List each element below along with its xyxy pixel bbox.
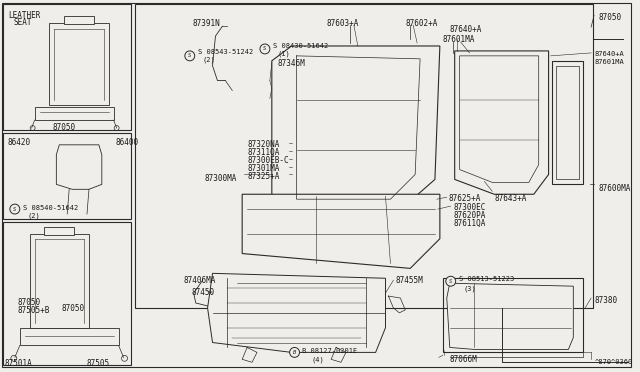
Text: 87601MA: 87601MA bbox=[594, 59, 624, 65]
Text: 87066M: 87066M bbox=[450, 355, 477, 364]
Text: 87455M: 87455M bbox=[396, 276, 423, 285]
Text: 87501A: 87501A bbox=[5, 359, 33, 368]
Text: 87600MA: 87600MA bbox=[598, 185, 630, 193]
Text: S: S bbox=[263, 46, 266, 51]
Text: 86420: 86420 bbox=[8, 138, 31, 147]
Text: S: S bbox=[188, 53, 191, 58]
Text: SEAT: SEAT bbox=[14, 18, 33, 27]
Text: 87625+A: 87625+A bbox=[449, 194, 481, 203]
Polygon shape bbox=[454, 51, 548, 194]
Circle shape bbox=[446, 276, 456, 286]
Text: B 08127-0201E: B 08127-0201E bbox=[303, 349, 358, 355]
Text: 87325+A: 87325+A bbox=[247, 171, 280, 180]
Bar bbox=[443, 278, 583, 352]
Text: 87603+A: 87603+A bbox=[326, 19, 358, 28]
Text: (1): (1) bbox=[278, 51, 291, 57]
Text: S: S bbox=[13, 206, 17, 212]
Circle shape bbox=[260, 44, 270, 54]
Polygon shape bbox=[56, 145, 102, 189]
Text: 87450: 87450 bbox=[192, 288, 215, 297]
Text: 87050: 87050 bbox=[18, 298, 41, 307]
Polygon shape bbox=[20, 328, 118, 346]
Bar bbox=[3, 133, 131, 219]
Text: B: B bbox=[293, 350, 296, 355]
Text: 87320NA: 87320NA bbox=[247, 140, 280, 149]
Text: ^870^0360: ^870^0360 bbox=[595, 359, 634, 365]
Text: 87346M: 87346M bbox=[278, 59, 305, 68]
Text: 87643+A: 87643+A bbox=[494, 194, 527, 203]
Text: 87311QA: 87311QA bbox=[247, 148, 280, 157]
Bar bbox=[3, 4, 131, 130]
Polygon shape bbox=[49, 23, 109, 105]
Text: 87505+B: 87505+B bbox=[18, 306, 50, 315]
Polygon shape bbox=[556, 66, 579, 179]
Text: 87611QA: 87611QA bbox=[454, 219, 486, 228]
Circle shape bbox=[290, 347, 300, 357]
Polygon shape bbox=[35, 107, 114, 120]
Text: S 08540-51642: S 08540-51642 bbox=[23, 205, 78, 211]
Text: 87391N: 87391N bbox=[193, 19, 221, 28]
Circle shape bbox=[185, 51, 195, 61]
Text: S: S bbox=[449, 279, 452, 284]
Text: 87620PA: 87620PA bbox=[454, 211, 486, 220]
Text: 87050: 87050 bbox=[61, 304, 84, 313]
Text: 87602+A: 87602+A bbox=[405, 19, 438, 28]
Text: 87640+A: 87640+A bbox=[594, 51, 624, 57]
Polygon shape bbox=[460, 56, 539, 182]
Text: 87300MA: 87300MA bbox=[205, 174, 237, 183]
Polygon shape bbox=[64, 16, 94, 24]
Bar bbox=[136, 4, 593, 308]
Text: 86400: 86400 bbox=[115, 138, 138, 147]
Text: (2): (2) bbox=[28, 212, 40, 218]
Polygon shape bbox=[447, 283, 573, 349]
Text: (3): (3) bbox=[463, 285, 476, 292]
Text: 87300EC: 87300EC bbox=[454, 203, 486, 212]
Circle shape bbox=[10, 204, 20, 214]
Text: S 08430-51642: S 08430-51642 bbox=[273, 43, 328, 49]
Text: S 08513-51223: S 08513-51223 bbox=[459, 276, 514, 282]
Text: 87050: 87050 bbox=[598, 13, 621, 22]
Text: 87301MA: 87301MA bbox=[247, 164, 280, 173]
Polygon shape bbox=[207, 273, 385, 352]
Text: S 08543-51242: S 08543-51242 bbox=[198, 49, 253, 55]
Text: (2): (2) bbox=[203, 57, 216, 63]
Polygon shape bbox=[29, 234, 89, 328]
Text: 87406MA: 87406MA bbox=[184, 276, 216, 285]
Text: 87050: 87050 bbox=[52, 123, 76, 132]
Text: 87380: 87380 bbox=[594, 296, 617, 305]
Bar bbox=[3, 222, 131, 365]
Polygon shape bbox=[45, 227, 74, 235]
Polygon shape bbox=[272, 46, 440, 214]
Text: (4): (4) bbox=[312, 356, 324, 363]
Polygon shape bbox=[242, 194, 440, 268]
Text: 87505: 87505 bbox=[87, 359, 110, 368]
Text: LEATHER: LEATHER bbox=[8, 12, 40, 20]
Text: 87601MA: 87601MA bbox=[443, 35, 476, 44]
Polygon shape bbox=[552, 61, 583, 185]
Text: 87300EB-C: 87300EB-C bbox=[247, 156, 289, 165]
Text: 87640+A: 87640+A bbox=[450, 25, 482, 34]
